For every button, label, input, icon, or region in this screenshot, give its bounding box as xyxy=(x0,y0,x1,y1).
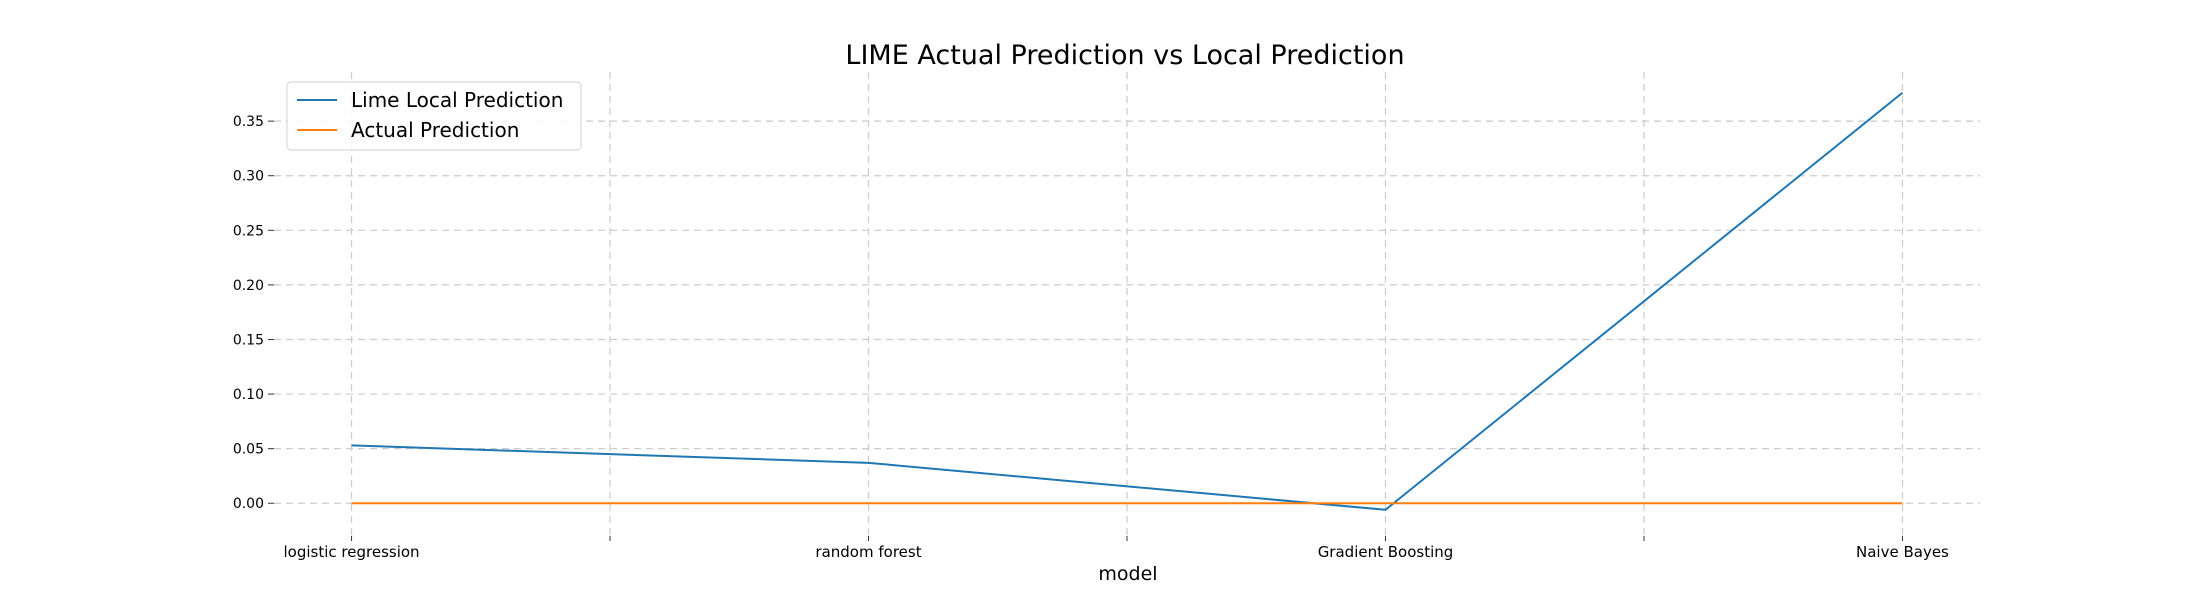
series-lines xyxy=(351,91,1904,511)
y-tick-label: 0.05 xyxy=(233,442,264,458)
series-line xyxy=(351,91,1904,511)
y-tick-label: 0.15 xyxy=(233,332,264,348)
x-axis-label: model xyxy=(1098,563,1157,585)
legend-box xyxy=(286,81,582,151)
y-tick-label: 0.00 xyxy=(233,496,264,512)
legend-label: Actual Prediction xyxy=(351,118,519,142)
y-tick-label: 0.10 xyxy=(233,387,264,403)
x-tick-label: Naive Bayes xyxy=(1856,543,1949,561)
x-tick-label: Gradient Boosting xyxy=(1318,543,1454,561)
axis-ticks: 0.00 0.05 0.10 0.15 0.20 0.25 0.30 0.35 logistic… xyxy=(233,114,1949,561)
y-tick-label: 0.25 xyxy=(233,223,264,239)
x-tick-label: logistic regression xyxy=(284,543,420,561)
legend-label: Lime Local Prediction xyxy=(351,88,563,112)
y-tick-label: 0.30 xyxy=(233,169,264,185)
y-tick-label: 0.35 xyxy=(233,114,264,130)
chart-title: LIME Actual Prediction vs Local Predicti… xyxy=(845,40,1404,71)
y-tick-label: 0.20 xyxy=(233,278,264,294)
x-tick-label: random forest xyxy=(815,543,921,561)
grid xyxy=(274,72,1980,536)
legend: Lime Local Prediction Actual Prediction xyxy=(286,81,582,151)
